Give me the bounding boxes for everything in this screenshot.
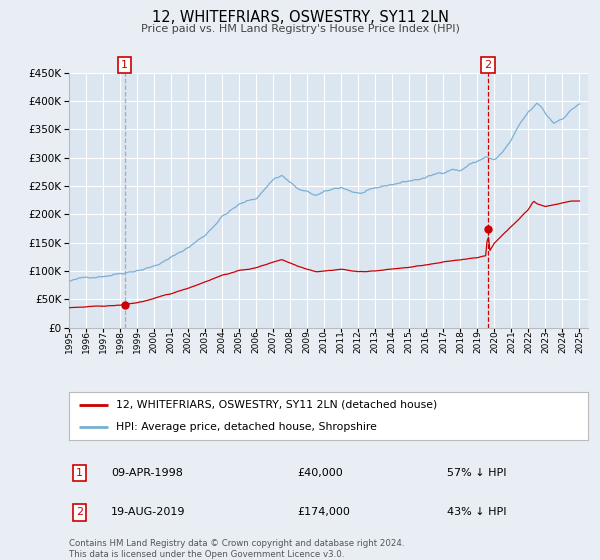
Text: 2009: 2009 [303,330,312,353]
Text: 57% ↓ HPI: 57% ↓ HPI [447,468,506,478]
Text: 12, WHITEFRIARS, OSWESTRY, SY11 2LN (detached house): 12, WHITEFRIARS, OSWESTRY, SY11 2LN (det… [116,400,437,410]
Text: 1: 1 [76,468,83,478]
Text: 2010: 2010 [320,330,329,353]
Text: 2020: 2020 [490,330,499,353]
Text: 12, WHITEFRIARS, OSWESTRY, SY11 2LN: 12, WHITEFRIARS, OSWESTRY, SY11 2LN [151,10,449,25]
Text: 2022: 2022 [524,330,533,353]
Text: Contains HM Land Registry data © Crown copyright and database right 2024.: Contains HM Land Registry data © Crown c… [69,539,404,548]
Text: 2004: 2004 [218,330,227,353]
Text: 2014: 2014 [388,330,397,353]
Text: 2008: 2008 [286,330,295,353]
Text: 1999: 1999 [133,330,142,353]
Text: 2023: 2023 [541,330,550,353]
Text: Price paid vs. HM Land Registry's House Price Index (HPI): Price paid vs. HM Land Registry's House … [140,24,460,34]
Text: 2002: 2002 [184,330,193,353]
Text: 19-AUG-2019: 19-AUG-2019 [111,507,185,517]
Text: 2006: 2006 [251,330,260,353]
Text: 2: 2 [485,60,491,70]
Text: 2021: 2021 [507,330,516,353]
Text: 2025: 2025 [575,330,584,353]
Text: 2018: 2018 [456,330,465,353]
Text: 2019: 2019 [473,330,482,353]
Text: 1997: 1997 [98,330,107,353]
Text: 2011: 2011 [337,330,346,353]
Text: 2013: 2013 [371,330,380,353]
Text: £40,000: £40,000 [297,468,343,478]
Text: 2007: 2007 [269,330,278,353]
Text: 1995: 1995 [65,330,74,353]
Text: 2012: 2012 [354,330,363,353]
Text: This data is licensed under the Open Government Licence v3.0.: This data is licensed under the Open Gov… [69,550,344,559]
Text: 2015: 2015 [405,330,414,353]
Text: HPI: Average price, detached house, Shropshire: HPI: Average price, detached house, Shro… [116,422,377,432]
Text: 2024: 2024 [558,330,567,353]
Text: 2000: 2000 [149,330,158,353]
Text: 1998: 1998 [116,330,125,353]
Text: 2001: 2001 [167,330,176,353]
Text: 09-APR-1998: 09-APR-1998 [111,468,183,478]
Text: 1996: 1996 [82,330,91,353]
Text: 1: 1 [121,60,128,70]
Text: 2017: 2017 [439,330,448,353]
Text: 2016: 2016 [422,330,431,353]
Text: 2005: 2005 [235,330,244,353]
Text: 43% ↓ HPI: 43% ↓ HPI [447,507,506,517]
Text: £174,000: £174,000 [297,507,350,517]
Text: 2: 2 [76,507,83,517]
Text: 2003: 2003 [200,330,209,353]
